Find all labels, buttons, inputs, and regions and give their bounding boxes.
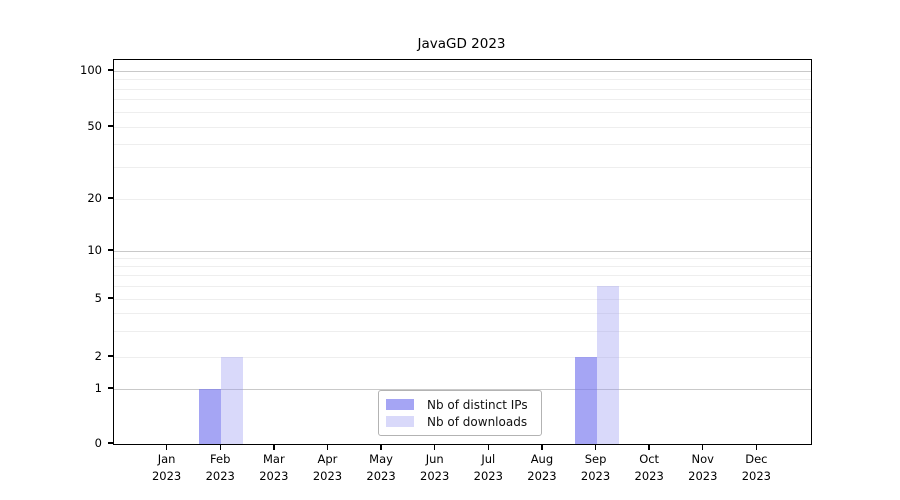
x-tick-mark — [273, 444, 275, 450]
legend-label-downloads: Nb of downloads — [427, 414, 528, 429]
x-tick-month: Nov — [691, 452, 714, 466]
x-tick-month: Dec — [745, 452, 768, 466]
gridline-minor — [114, 265, 811, 267]
gridline-minor — [114, 356, 811, 358]
x-tick-month: Feb — [210, 452, 231, 466]
x-tick-label: Aug 2023 — [511, 451, 573, 484]
x-tick-year: 2023 — [312, 468, 343, 483]
bar-downloads-sep — [596, 286, 619, 444]
bar-distinct-ips-feb — [199, 389, 222, 444]
x-tick-label: Apr 2023 — [296, 451, 358, 484]
gridline-minor — [114, 275, 811, 277]
y-tick-label: 2 — [94, 349, 102, 363]
gridline-minor — [114, 166, 811, 168]
y-tick-mark — [108, 387, 113, 389]
x-tick-year: 2023 — [420, 468, 450, 483]
x-tick-year: 2023 — [205, 468, 235, 483]
x-tick-mark — [326, 444, 329, 450]
x-tick-year: 2023 — [151, 468, 182, 483]
x-tick-mark — [219, 444, 221, 450]
gridline-minor — [114, 126, 811, 128]
y-tick-mark — [108, 197, 113, 199]
x-tick-mark — [541, 444, 543, 450]
x-tick-label: Oct 2023 — [618, 451, 680, 484]
y-tick-mark — [108, 442, 113, 444]
y-tick-label: 10 — [87, 243, 102, 257]
gridline-minor — [114, 111, 811, 113]
x-tick-mark — [594, 444, 597, 450]
x-tick-month: Oct — [639, 452, 660, 466]
y-tick-label: 20 — [87, 191, 102, 205]
x-tick-mark — [380, 444, 382, 450]
x-tick-month: Jul — [481, 452, 496, 466]
legend-swatch-distinct-ips — [386, 399, 414, 410]
y-tick-label: 1 — [94, 381, 102, 395]
x-tick-year: 2023 — [741, 468, 772, 483]
y-tick-mark — [108, 69, 113, 71]
x-tick-label: Jul 2023 — [457, 451, 519, 484]
legend-item-downloads: Nb of downloads — [386, 415, 533, 429]
y-tick-label: 0 — [94, 436, 102, 450]
x-tick-mark — [648, 444, 650, 450]
plot-area — [113, 59, 812, 445]
gridline-minor — [114, 79, 811, 81]
gridline-minor — [114, 257, 811, 259]
x-tick-label: May 2023 — [350, 451, 412, 484]
y-tick-label: 100 — [80, 63, 102, 77]
x-tick-mark — [433, 444, 436, 450]
y-tick-mark — [108, 249, 113, 251]
x-tick-month: Jun — [425, 452, 444, 466]
x-tick-mark — [755, 444, 758, 450]
gridline-major — [114, 70, 811, 72]
y-tick-label: 5 — [94, 291, 102, 305]
x-tick-label: Mar 2023 — [243, 451, 305, 484]
x-tick-label: Jun 2023 — [404, 451, 466, 484]
x-tick-month: Apr — [317, 452, 338, 466]
y-tick-mark — [108, 297, 113, 299]
bar-distinct-ips-sep — [574, 357, 597, 444]
x-tick-month: May — [369, 452, 393, 466]
legend-label-distinct-ips: Nb of distinct IPs — [427, 397, 528, 412]
x-tick-mark — [702, 444, 704, 450]
x-tick-year: 2023 — [527, 468, 557, 483]
x-tick-year: 2023 — [634, 468, 664, 483]
x-tick-label: Dec 2023 — [725, 451, 787, 484]
x-tick-label: Sep 2023 — [565, 451, 627, 484]
y-tick-label: 50 — [87, 119, 102, 133]
gridline-major — [114, 388, 811, 390]
y-tick-mark — [108, 125, 113, 127]
gridline-minor — [114, 285, 811, 287]
x-tick-month: Sep — [584, 452, 607, 466]
x-tick-year: 2023 — [259, 468, 289, 483]
x-tick-month: Jan — [157, 452, 176, 466]
gridline-minor — [114, 330, 811, 332]
gridline-minor — [114, 88, 811, 90]
legend: Nb of distinct IPs Nb of downloads — [378, 390, 542, 436]
y-tick-mark — [108, 355, 113, 357]
gridline-minor — [114, 99, 811, 101]
x-tick-month: Aug — [530, 452, 554, 466]
x-tick-month: Mar — [262, 452, 285, 466]
x-tick-year: 2023 — [688, 468, 718, 483]
legend-swatch-downloads — [386, 416, 414, 427]
x-tick-mark — [165, 444, 168, 450]
x-tick-mark — [487, 444, 489, 450]
x-tick-year: 2023 — [580, 468, 611, 483]
gridline-major — [114, 250, 811, 252]
x-tick-year: 2023 — [366, 468, 396, 483]
x-tick-label: Feb 2023 — [189, 451, 251, 484]
bar-downloads-feb — [221, 357, 244, 444]
gridline-minor — [114, 198, 811, 200]
legend-item-distinct-ips: Nb of distinct IPs — [386, 398, 533, 412]
gridline-minor — [114, 298, 811, 300]
x-tick-label: Jan 2023 — [136, 451, 198, 484]
x-tick-label: Nov 2023 — [672, 451, 734, 484]
gridline-minor — [114, 312, 811, 314]
chart-title: JavaGD 2023 — [417, 36, 506, 52]
x-tick-year: 2023 — [473, 468, 503, 483]
gridline-minor — [114, 144, 811, 146]
